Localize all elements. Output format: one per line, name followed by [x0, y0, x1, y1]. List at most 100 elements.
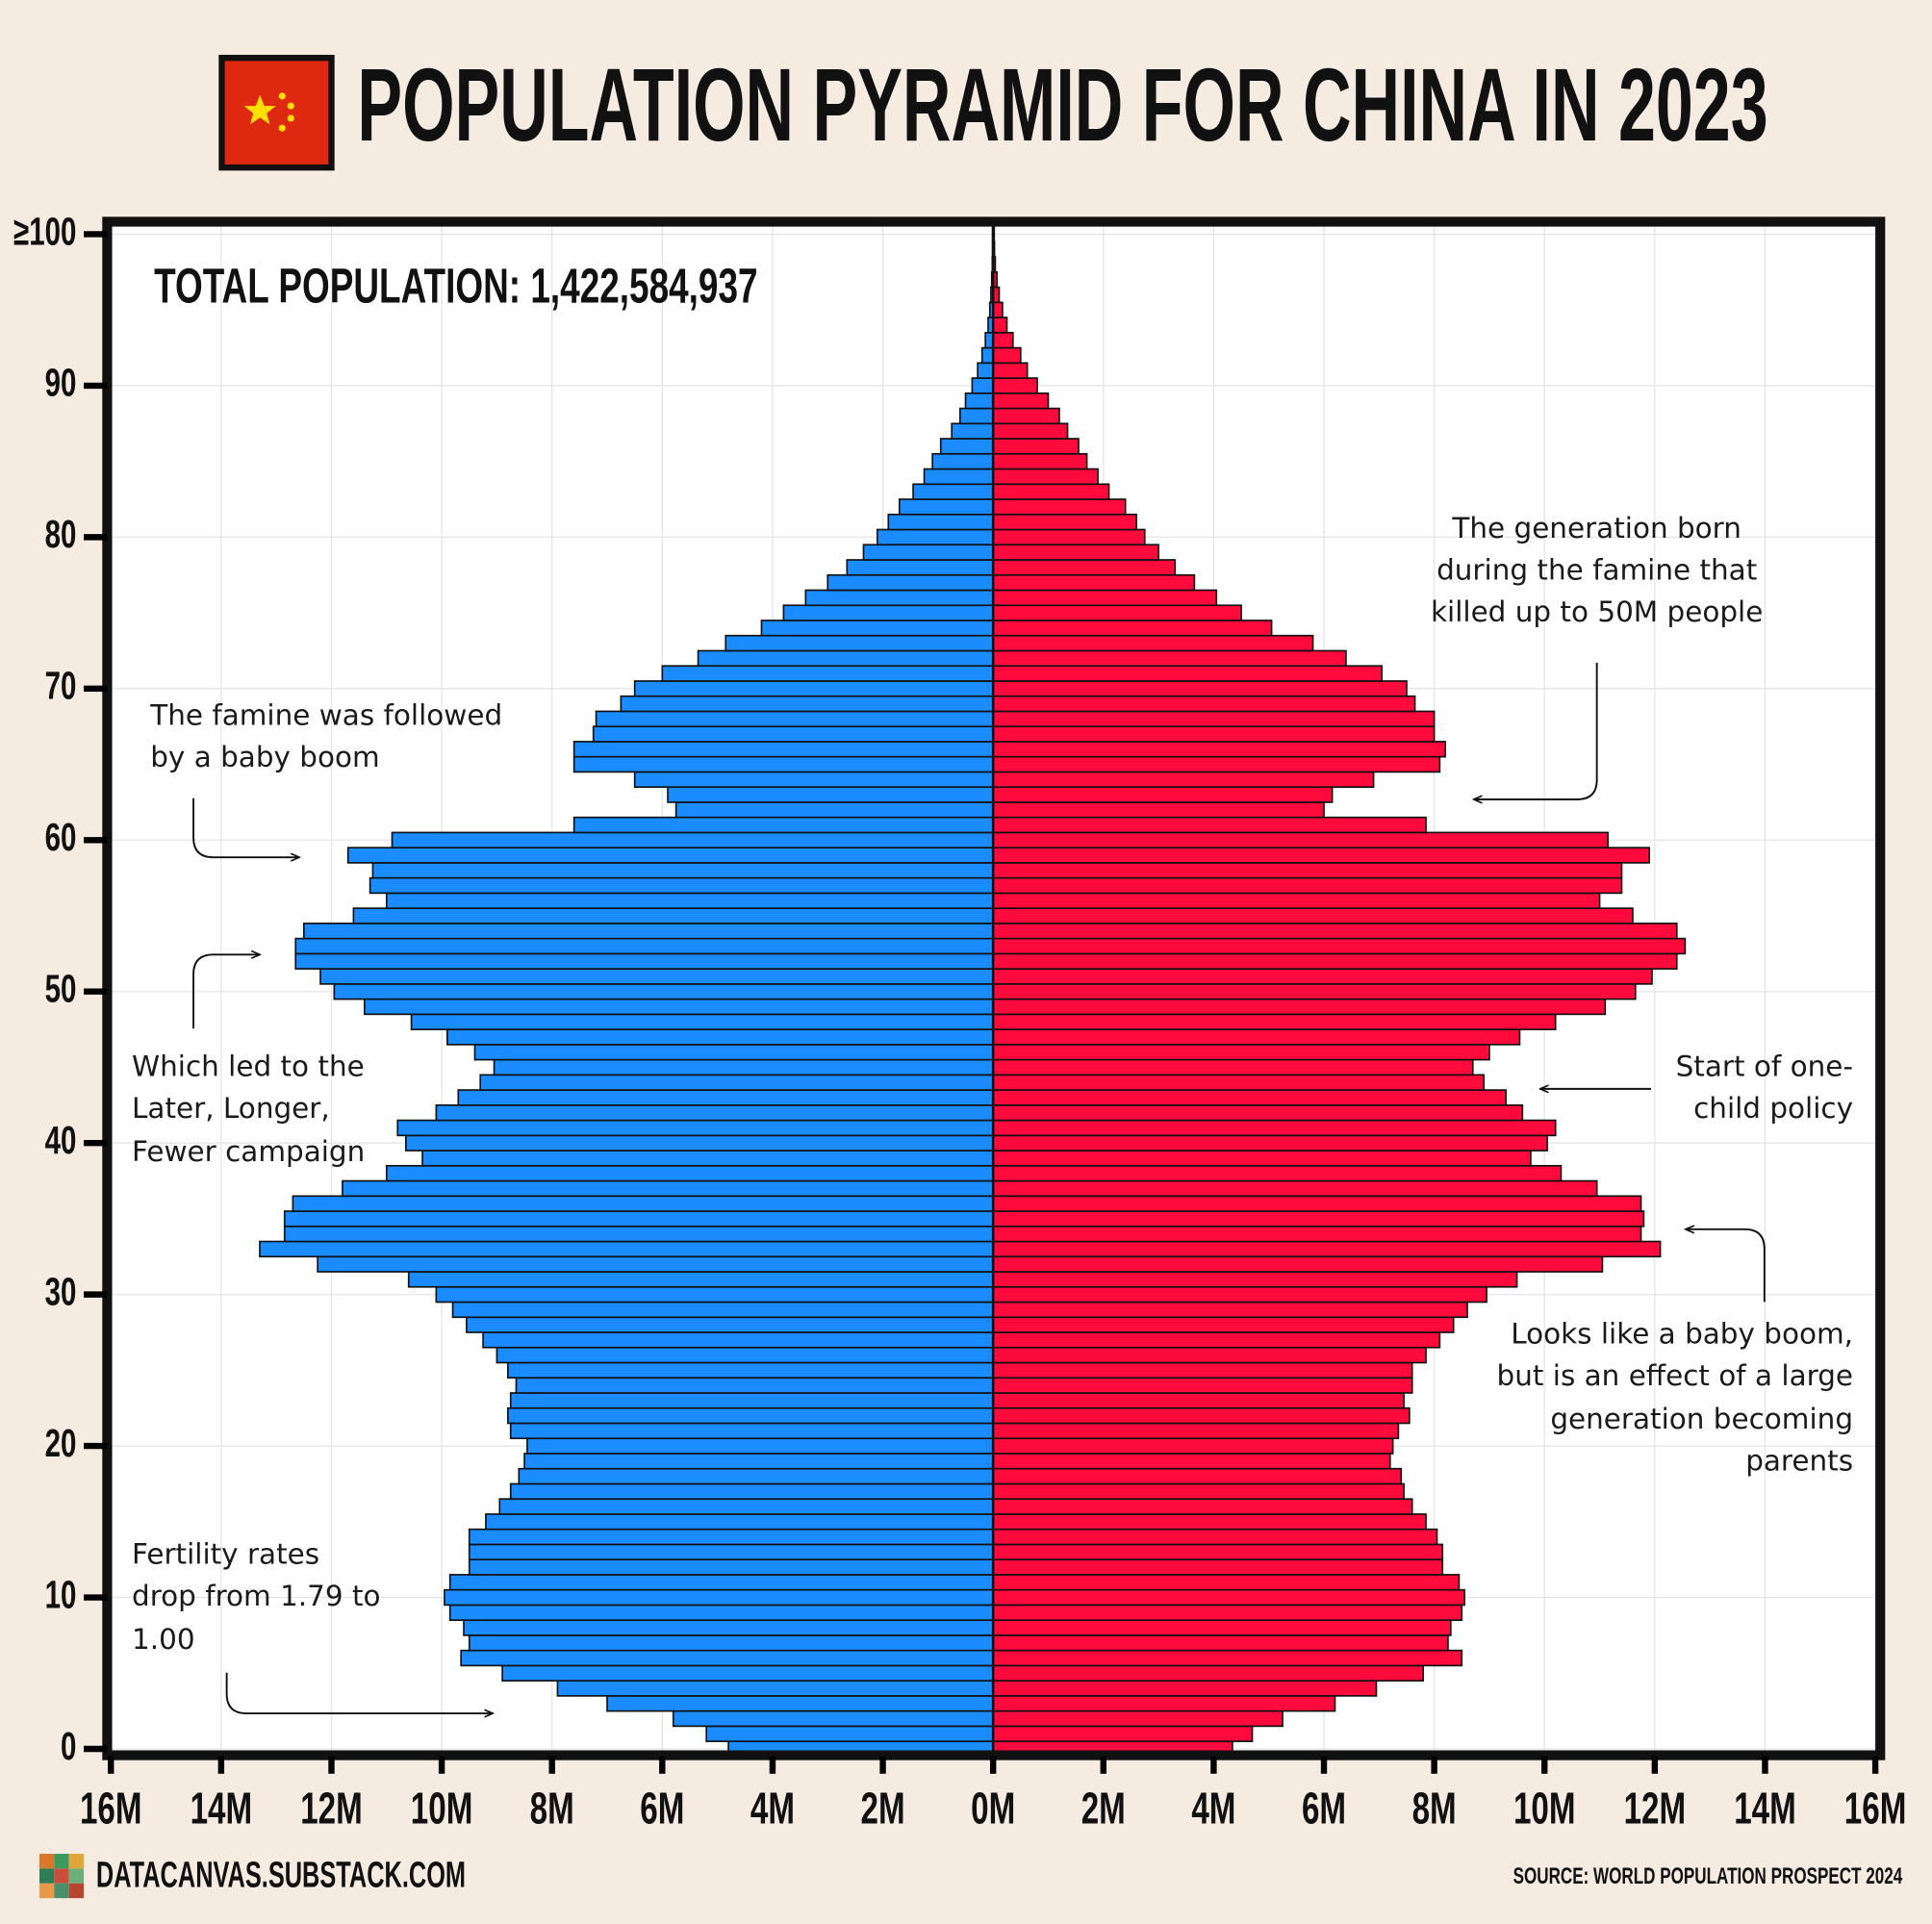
bar: [463, 1619, 995, 1636]
bar: [674, 801, 995, 819]
bar: [923, 468, 995, 486]
bar: [992, 1437, 1394, 1455]
bar: [971, 377, 995, 394]
bar: [992, 1225, 1642, 1243]
bar: [283, 1210, 995, 1228]
bar: [509, 1482, 995, 1501]
bar: [992, 392, 1050, 410]
bar: [980, 346, 995, 365]
bar: [523, 1453, 995, 1470]
bar: [992, 468, 1099, 486]
bar: [992, 801, 1325, 819]
bar: [468, 1634, 995, 1652]
flag-icon: [218, 54, 335, 171]
bar: [294, 952, 995, 970]
y-tick-label: 60: [45, 815, 77, 859]
bar: [992, 1528, 1438, 1546]
bar: [457, 1089, 995, 1106]
bar: [912, 483, 995, 500]
y-tick-label: 20: [45, 1421, 77, 1465]
bar: [992, 1619, 1452, 1636]
bar: [992, 1044, 1490, 1061]
bar: [507, 1361, 995, 1380]
bar: [364, 998, 995, 1016]
bar: [992, 604, 1242, 621]
annotation: The famine was followed by a baby boom: [149, 699, 502, 857]
bar: [992, 1164, 1563, 1182]
bar: [992, 1709, 1284, 1728]
bar: [479, 1074, 995, 1091]
bar: [992, 573, 1196, 592]
y-tick-label: 90: [45, 361, 77, 405]
bar: [468, 1528, 995, 1546]
annotation-line: Which led to the: [132, 1051, 365, 1083]
annotation-line: child policy: [1693, 1092, 1853, 1125]
bar: [992, 452, 1088, 470]
bar: [992, 438, 1080, 455]
bar: [992, 998, 1607, 1016]
bar: [509, 1422, 995, 1440]
x-tick-label: 16M: [80, 1784, 142, 1834]
bar: [992, 407, 1060, 425]
bar: [992, 907, 1634, 924]
bar: [592, 725, 995, 743]
annotation-line: 1.00: [132, 1623, 195, 1656]
bar: [992, 620, 1273, 637]
bar: [992, 755, 1441, 773]
bar: [292, 1195, 995, 1212]
annotation-line: during the famine that: [1436, 554, 1757, 587]
bar: [410, 1013, 995, 1030]
bar: [992, 1074, 1486, 1091]
bar: [672, 1709, 995, 1728]
x-tick-label: 12M: [300, 1784, 363, 1834]
annotation-line: parents: [1745, 1444, 1853, 1477]
bar: [992, 1134, 1548, 1152]
bar: [620, 695, 995, 713]
bar: [515, 1377, 995, 1394]
x-tick-label: 14M: [191, 1784, 253, 1834]
bar: [992, 831, 1609, 848]
annotation-line: by a baby boom: [150, 741, 379, 773]
y-tick-label: 10: [45, 1573, 77, 1617]
bar: [992, 1392, 1405, 1409]
bar: [482, 1331, 995, 1349]
annotation-line: killed up to 50M people: [1431, 595, 1763, 628]
annotation-arrow: [192, 954, 260, 1029]
annotation-line: Fewer campaign: [132, 1135, 365, 1168]
bar: [887, 513, 995, 531]
bar: [407, 1271, 995, 1288]
annotation-line: Later, Longer,: [132, 1092, 330, 1125]
bar: [992, 1150, 1532, 1167]
x-tick-label: 4M: [1191, 1784, 1235, 1834]
bar: [992, 301, 1004, 318]
bar: [992, 1558, 1444, 1576]
y-tick-label: 80: [45, 512, 77, 556]
bar: [391, 831, 995, 848]
annotation-arrow: [225, 1672, 494, 1713]
bar: [992, 1467, 1403, 1485]
bar: [992, 483, 1110, 500]
bar: [992, 1255, 1604, 1273]
annotation-line: but is an effect of a large: [1497, 1359, 1854, 1392]
bar: [451, 1301, 995, 1319]
bar: [992, 1482, 1405, 1501]
bar: [939, 438, 995, 455]
bar: [992, 1513, 1427, 1531]
bar: [992, 1119, 1557, 1137]
bar: [958, 407, 995, 425]
bar: [992, 876, 1623, 895]
bar: [846, 559, 995, 576]
bar: [633, 771, 995, 789]
bar: [992, 498, 1127, 516]
bar: [259, 1240, 995, 1258]
bar: [294, 937, 995, 955]
bar: [992, 1210, 1645, 1228]
total-population: TOTAL POPULATION: 1,422,584,937: [154, 258, 758, 313]
bar: [501, 1664, 995, 1682]
bar: [992, 1346, 1427, 1364]
x-tick-label: 0M: [971, 1784, 1015, 1834]
y-tick-label: 0: [61, 1724, 76, 1768]
bar: [992, 346, 1022, 365]
annotation: Which led to the Later, Longer, Fewer ca…: [132, 954, 365, 1168]
